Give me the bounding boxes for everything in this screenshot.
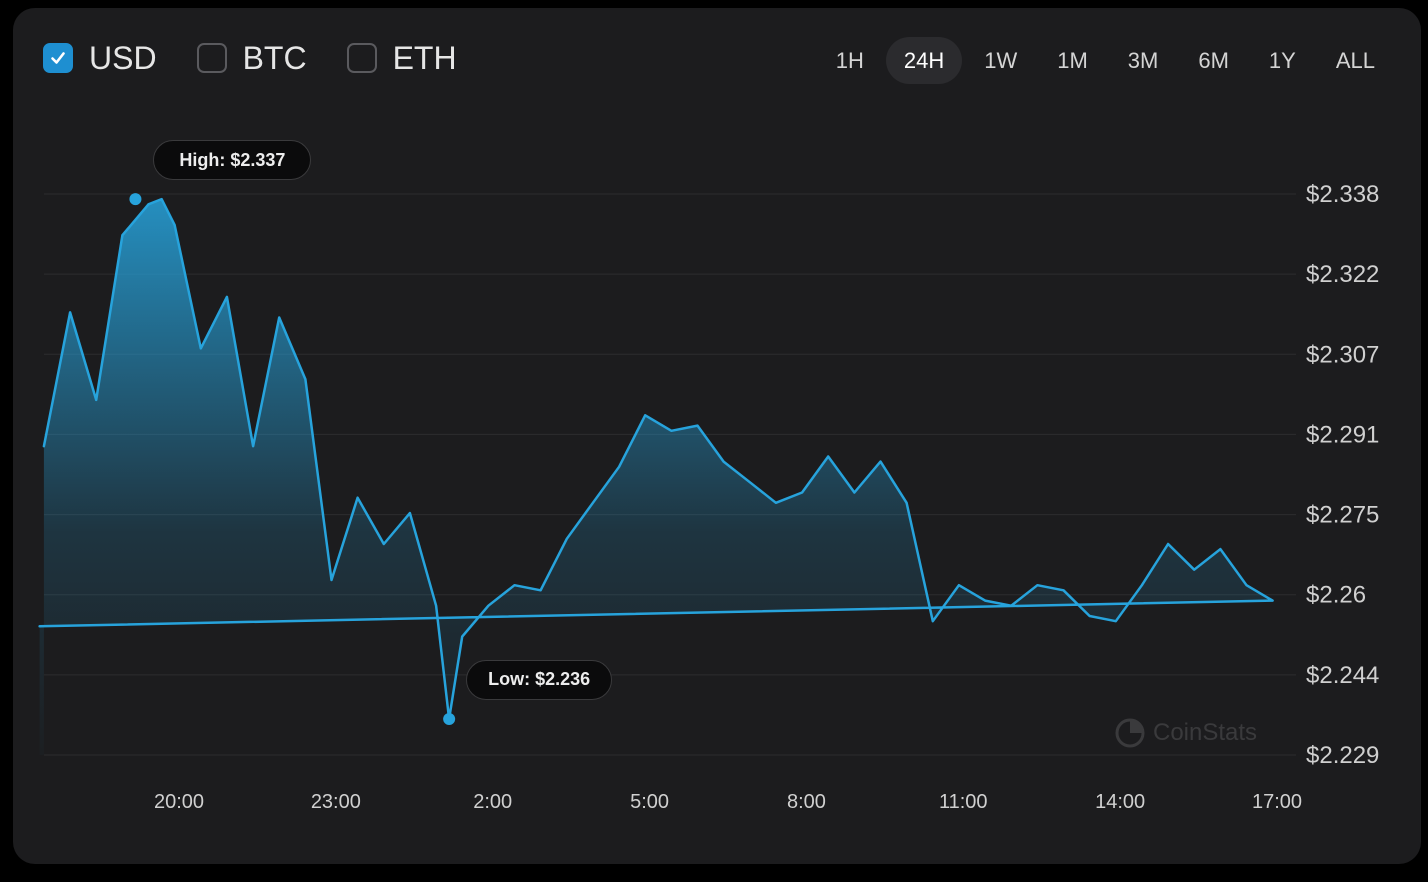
tab-1m[interactable]: 1M [1057, 47, 1088, 73]
checkbox-checked-icon[interactable] [43, 43, 73, 73]
x-tick-label: 8:00 [787, 791, 826, 813]
tab-1h[interactable]: 1H [835, 47, 864, 73]
tab-3m[interactable]: 3M [1127, 47, 1159, 73]
checkbox-empty-icon[interactable] [346, 43, 377, 73]
tab-1y[interactable]: 1Y [1268, 47, 1296, 73]
price-line [38, 197, 1274, 721]
coinstats-watermark: CoinStats [1115, 718, 1257, 748]
coinstats-logo-icon [1115, 718, 1145, 748]
tab-all[interactable]: ALL [1335, 47, 1375, 73]
tab-6m[interactable]: 6M [1198, 47, 1229, 73]
y-tick-label: $2.338 [1306, 181, 1379, 208]
time-range-tabs: 1H 24H 1W 1M 3M 6M 1Y ALL [814, 37, 1393, 84]
checkbox-empty-icon[interactable] [196, 43, 227, 73]
x-tick-label: 2:00 [473, 791, 512, 813]
watermark-text: CoinStats [1153, 719, 1258, 746]
y-tick-label: $2.307 [1306, 341, 1379, 368]
x-tick-label: 5:00 [630, 791, 669, 813]
y-tick-label: $2.322 [1306, 261, 1379, 288]
high-price-tooltip: High: $2.337 [153, 140, 312, 181]
x-tick-label: 11:00 [939, 791, 988, 813]
y-tick-label: $2.244 [1306, 662, 1379, 689]
x-tick-label: 20:00 [154, 791, 204, 813]
tab-1w[interactable]: 1W [984, 47, 1018, 73]
price-chart-card: USD BTC ETH 1H 24H 1W 1M 3M 6M 1Y ALL Co… [13, 8, 1421, 864]
low-point-marker [443, 712, 456, 725]
y-tick-label: $2.291 [1306, 421, 1379, 448]
y-tick-label: $2.275 [1306, 502, 1379, 529]
x-tick-label: 17:00 [1252, 791, 1302, 813]
price-area-fill [39, 199, 1273, 756]
price-chart: $2.338 $2.322 $2.307 $2.291 $2.275 $2.26 $2.24… [38, 181, 1379, 813]
y-tick-label: $2.26 [1306, 582, 1366, 609]
currency-option-eth[interactable]: ETH [346, 40, 457, 76]
high-point-marker [129, 193, 142, 206]
currency-selector: USD BTC ETH [43, 42, 497, 74]
y-tick-label: $2.229 [1306, 742, 1379, 769]
currency-option-btc[interactable]: BTC [196, 40, 307, 76]
currency-label-usd: USD [89, 40, 157, 76]
tab-24h[interactable]: 24H [885, 37, 963, 84]
x-tick-label: 14:00 [1095, 791, 1145, 813]
currency-label-eth: ETH [392, 40, 457, 76]
low-price-tooltip: Low: $2.236 [466, 659, 613, 700]
currency-label-btc: BTC [242, 40, 307, 76]
x-tick-label: 23:00 [311, 791, 361, 813]
currency-option-usd[interactable]: USD [43, 42, 157, 74]
